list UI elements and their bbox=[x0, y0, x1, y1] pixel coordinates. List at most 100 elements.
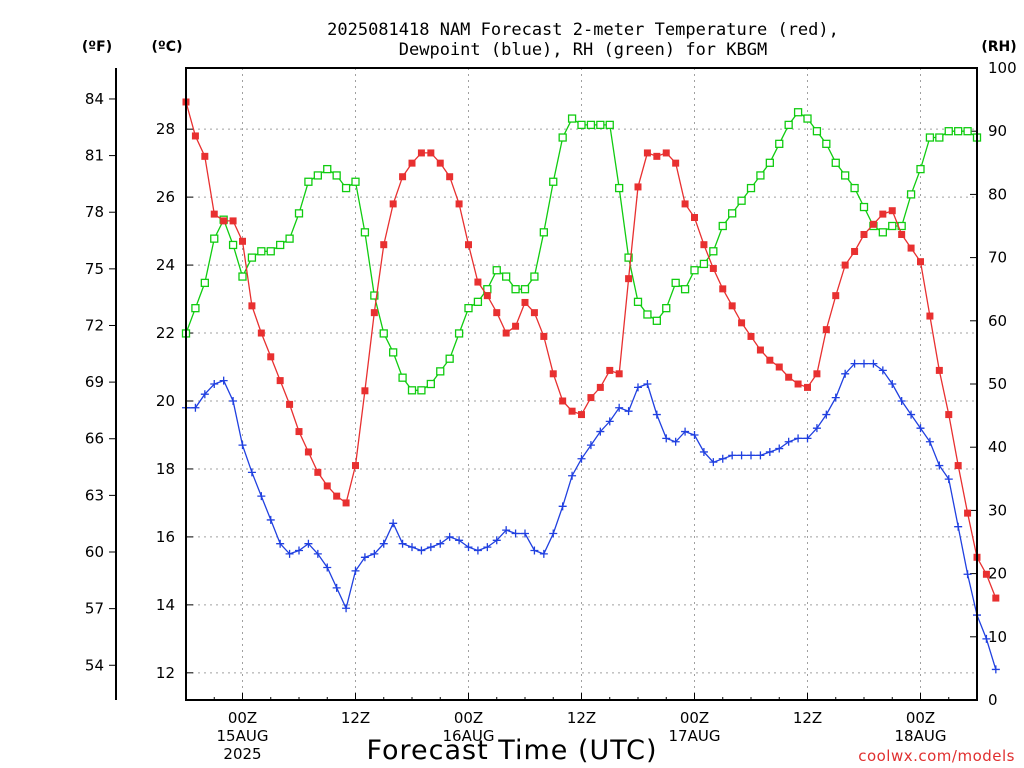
dewpoint-point bbox=[464, 543, 473, 552]
x-tick-time-label: 12Z bbox=[567, 709, 596, 727]
rh-point bbox=[473, 297, 483, 306]
dewpoint-point bbox=[398, 539, 407, 548]
temperature-point bbox=[672, 159, 680, 167]
rh-tick-label: 90 bbox=[988, 122, 1007, 140]
rh-point bbox=[935, 133, 944, 142]
x-tick-date-label: 16AUG bbox=[443, 727, 495, 745]
temperature-point bbox=[474, 278, 482, 286]
temperature-point bbox=[747, 332, 755, 340]
rh-point bbox=[596, 120, 605, 130]
rh-point bbox=[351, 177, 360, 186]
rh-point bbox=[624, 253, 633, 262]
dewpoint-point bbox=[596, 427, 605, 436]
temperature-point bbox=[540, 332, 548, 340]
temperature-point bbox=[643, 149, 651, 157]
dewpoint-point bbox=[511, 529, 520, 538]
rh-unit-label: (RH) bbox=[981, 39, 1016, 55]
x-tick-date-label: 17AUG bbox=[669, 727, 721, 745]
rh-point bbox=[257, 247, 266, 256]
plot-frame bbox=[185, 67, 978, 701]
rh-point bbox=[699, 259, 709, 269]
temperature-point bbox=[323, 482, 331, 490]
dewpoint-point bbox=[709, 458, 718, 467]
temperature-point bbox=[399, 173, 407, 181]
temperature-point bbox=[267, 353, 275, 361]
rh-point bbox=[492, 266, 501, 275]
dewpoint-point bbox=[247, 468, 256, 477]
rh-point bbox=[407, 386, 417, 395]
dewpoint-point bbox=[521, 529, 529, 538]
rh-point bbox=[341, 183, 351, 193]
rh-point bbox=[417, 386, 426, 395]
x-tick-date-label: 18AUG bbox=[895, 727, 947, 745]
dewpoint-point bbox=[888, 380, 897, 388]
rh-point bbox=[445, 354, 454, 363]
temperature-point bbox=[220, 217, 228, 225]
x-tick-time-label: 00Z bbox=[906, 709, 935, 727]
temperature-point bbox=[239, 237, 246, 245]
rh-point bbox=[822, 139, 831, 148]
temperature-point bbox=[210, 210, 218, 218]
rh-point bbox=[652, 316, 661, 325]
dewpoint-point bbox=[634, 383, 642, 392]
temperature-point bbox=[229, 217, 237, 225]
temperature-point bbox=[860, 230, 868, 238]
rh-tick-label: 60 bbox=[988, 312, 1007, 330]
celsius-tick-label: 12 bbox=[156, 664, 175, 682]
dewpoint-point bbox=[850, 359, 859, 368]
fahrenheit-tick-label: 69 bbox=[85, 373, 104, 391]
temperature-point bbox=[493, 309, 501, 317]
temperature-point bbox=[898, 230, 906, 238]
dewpoint-point bbox=[652, 410, 661, 419]
dewpoint-point bbox=[765, 447, 774, 456]
dewpoint-point bbox=[907, 410, 916, 419]
dewpoint-point bbox=[445, 532, 454, 541]
dewpoint-point bbox=[624, 407, 633, 416]
dewpoint-point bbox=[615, 403, 624, 412]
x-tick-time-label: 00Z bbox=[228, 709, 257, 727]
rh-point bbox=[963, 127, 972, 136]
celsius-tick-label: 26 bbox=[156, 188, 175, 206]
fahrenheit-tick-label: 75 bbox=[85, 260, 104, 278]
rh-point bbox=[313, 171, 322, 180]
temperature-point bbox=[935, 366, 943, 374]
rh-point bbox=[841, 171, 850, 180]
celsius-tick-label: 24 bbox=[156, 256, 175, 274]
dewpoint-point bbox=[944, 475, 953, 484]
temperature-line bbox=[185, 101, 997, 599]
temperature-point bbox=[625, 275, 633, 283]
temperature-point bbox=[417, 149, 425, 157]
temperature-point bbox=[549, 370, 557, 378]
temperature-point bbox=[276, 377, 284, 385]
dewpoint-point bbox=[191, 403, 200, 412]
dewpoint-point bbox=[455, 536, 464, 545]
dewpoint-point bbox=[803, 434, 812, 443]
rh-point bbox=[285, 234, 294, 243]
rh-point bbox=[662, 304, 671, 313]
temperature-point bbox=[851, 247, 859, 255]
temperature-point bbox=[822, 326, 830, 334]
dewpoint-point bbox=[869, 359, 878, 368]
temperature-point bbox=[578, 411, 585, 419]
temperature-point bbox=[756, 346, 764, 354]
dewpoint-point bbox=[483, 543, 492, 552]
temperature-point bbox=[945, 411, 953, 419]
rh-point bbox=[549, 177, 558, 186]
rh-point bbox=[577, 120, 586, 130]
temperature-point bbox=[700, 241, 708, 249]
temperature-point bbox=[596, 383, 604, 391]
fahrenheit-tick-label: 66 bbox=[85, 430, 104, 448]
rh-point bbox=[850, 183, 859, 193]
temperature-point bbox=[606, 366, 614, 374]
temperature-point bbox=[879, 210, 887, 218]
temperature-point bbox=[888, 207, 896, 215]
temperature-point bbox=[691, 214, 698, 222]
dewpoint-point bbox=[370, 549, 379, 558]
dewpoint-point bbox=[718, 454, 727, 463]
temperature-point bbox=[568, 407, 576, 415]
x-axis-title: Forecast Time (UTC) bbox=[366, 735, 657, 766]
fahrenheit-tick-label: 63 bbox=[85, 486, 104, 504]
temperature-point bbox=[869, 220, 877, 228]
dewpoint-point bbox=[671, 437, 680, 446]
